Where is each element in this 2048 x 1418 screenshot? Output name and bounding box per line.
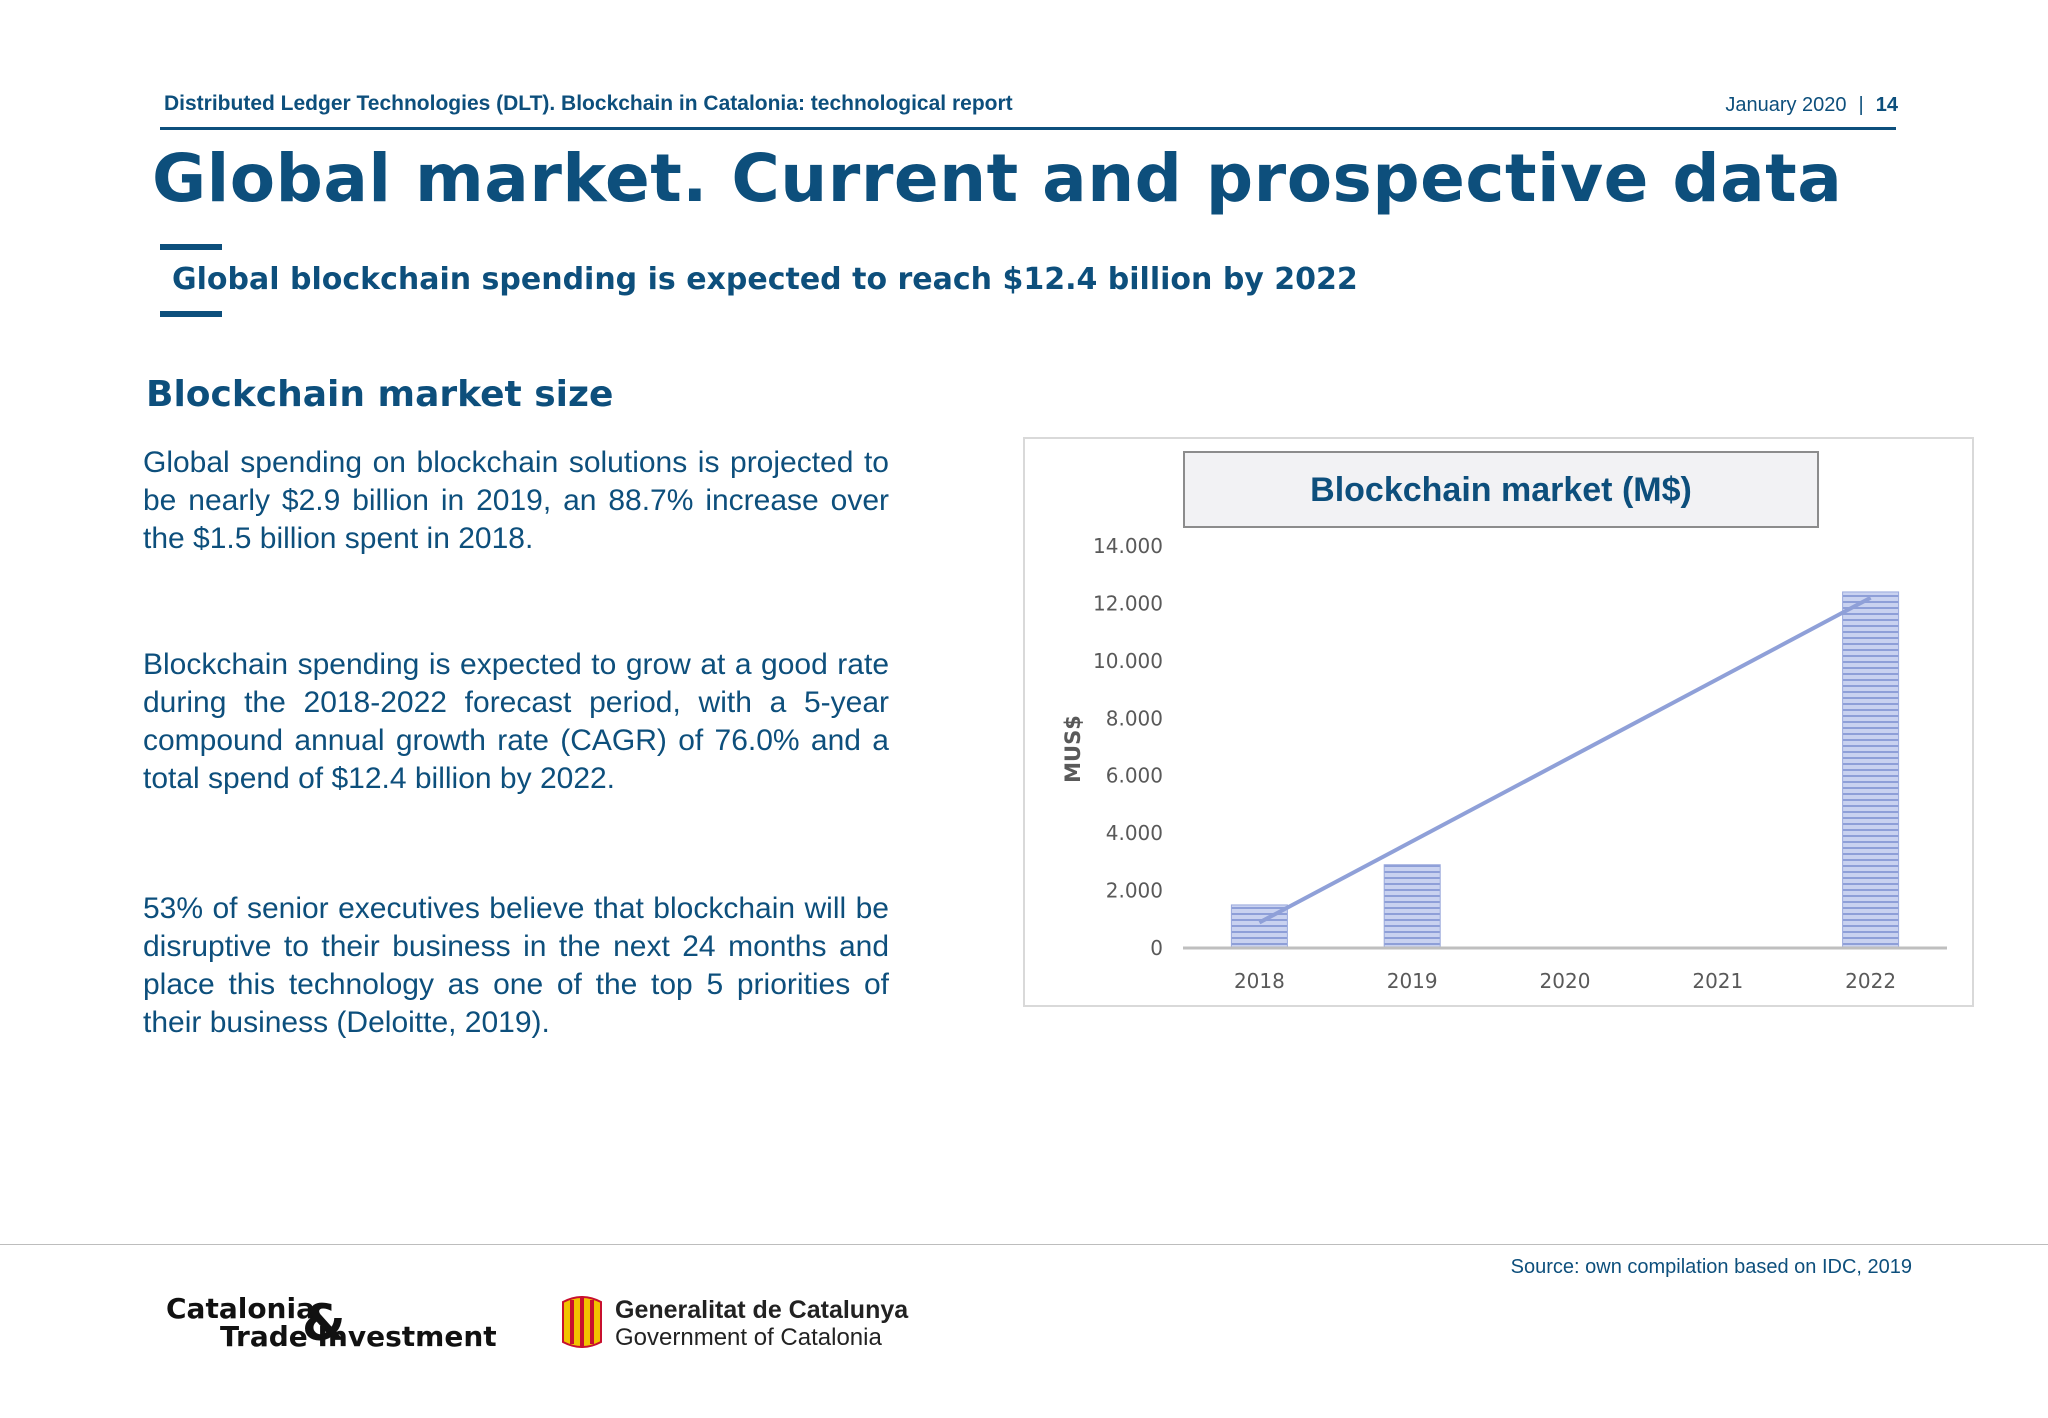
header-divider: [160, 127, 1896, 130]
generalitat-government: Government of Catalonia: [615, 1324, 882, 1351]
paragraph-spending-2019: Global spending on blockchain solutions …: [143, 446, 889, 555]
x-tick-label: 2019: [1387, 969, 1438, 993]
x-tick-label: 2018: [1234, 969, 1285, 993]
y-tick-label: 2.000: [1106, 879, 1163, 903]
trend-line: [1258, 596, 1872, 925]
footer-divider: [0, 1244, 2048, 1245]
x-tick-label: 2020: [1540, 969, 1591, 993]
generalitat-name: Generalitat de Catalunya: [615, 1296, 909, 1324]
catalonia-trade-investment-logo: Catalonia & Trade Investment: [166, 1292, 512, 1353]
chart-title: Blockchain market (M$): [1310, 471, 1692, 509]
subtitle-top-dash: [160, 244, 222, 250]
y-tick-label: 14.000: [1093, 534, 1163, 558]
logo-cti-line2: Trade Investment: [220, 1320, 497, 1353]
paragraph-cagr-forecast: Blockchain spending is expected to grow …: [143, 648, 889, 795]
bar-2022: [1842, 591, 1900, 949]
y-tick-label: 10.000: [1093, 649, 1163, 673]
chart-title-box: [1183, 451, 1819, 528]
chart-bars: [1230, 591, 1900, 949]
generalitat-emblem-icon: [562, 1296, 602, 1348]
y-tick-label: 0: [1150, 936, 1163, 960]
x-axis-ticks: 2018 2019 2020 2021 2022: [1234, 969, 1896, 993]
chart-trendline: [1258, 596, 1872, 925]
bar-2019: [1383, 864, 1441, 949]
source-note: Source: own compilation based on IDC, 20…: [1510, 1256, 1912, 1278]
generalitat-logo: Generalitat de Catalunya Government of C…: [561, 1296, 921, 1352]
page-number: 14: [1875, 94, 1898, 116]
y-tick-label: 8.000: [1106, 706, 1163, 730]
x-tick-label: 2022: [1845, 969, 1896, 993]
y-axis-ticks: 0 2.000 4.000 6.000 8.000 10.000 12.000 14.000: [1093, 534, 1163, 960]
y-axis-label: MUS$: [1061, 715, 1085, 783]
subtitle-bottom-dash: [160, 311, 222, 317]
y-tick-label: 12.000: [1093, 591, 1163, 615]
report-date: January 2020: [1725, 94, 1847, 116]
chart-canvas: Blockchain market (M$) MUS$ 0 2.000 4.000 6…: [1061, 451, 1947, 993]
page-title: Global market. Current and prospective d…: [152, 140, 1843, 217]
page-subtitle: Global blockchain spending is expected t…: [172, 262, 1358, 297]
report-title: Distributed Ledger Technologies (DLT). B…: [164, 92, 1013, 115]
section-heading: Blockchain market size: [146, 374, 614, 415]
paragraph-executives-survey: 53% of senior executives believe that bl…: [143, 892, 889, 1039]
header-separator: |: [1858, 94, 1864, 116]
y-tick-label: 4.000: [1106, 821, 1163, 845]
y-tick-label: 6.000: [1106, 764, 1163, 788]
logo-cti-line1: Catalonia: [166, 1292, 315, 1325]
blockchain-market-chart: Blockchain market (M$) MUS$ 0 2.000 4.000 6…: [1023, 437, 1974, 1007]
x-tick-label: 2021: [1692, 969, 1743, 993]
logo-cti-ampersand: &: [302, 1294, 346, 1352]
header-meta: January 2020 | 14: [1725, 94, 1898, 117]
